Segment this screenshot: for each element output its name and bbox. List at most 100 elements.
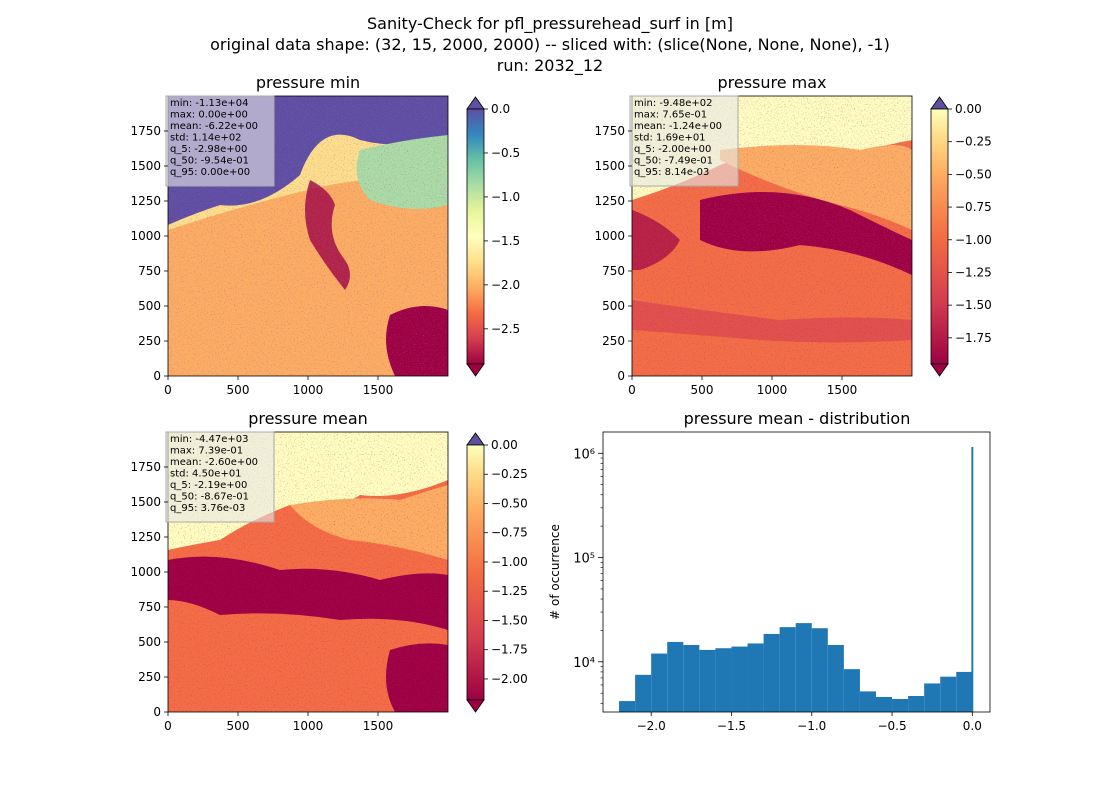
colorbar-tick-label: −1.50	[955, 298, 992, 312]
histogram-bar	[811, 628, 828, 712]
y-tick-label: 750	[602, 264, 625, 278]
x-axis-min: 0 500 1000 1500	[164, 376, 393, 397]
colorbar-tick-label: 0.00	[491, 438, 518, 452]
histogram-bar	[924, 683, 941, 712]
histogram-bar	[956, 671, 973, 712]
y-tick-label: 500	[138, 635, 161, 649]
histogram-x-tick-label: −1.0	[797, 719, 826, 733]
histogram-x-tick-label: −2.0	[637, 719, 666, 733]
stat-line: max: 0.00e+00	[170, 110, 248, 121]
colorbar-max: 0.00 −0.25 −0.50 −0.75 −1.00 −1.25 −1.50 −1.75	[930, 96, 992, 377]
histogram-bar	[892, 698, 909, 712]
stat-line: mean: -2.60e+00	[170, 457, 258, 468]
y-tick-label: 1250	[130, 194, 161, 208]
y-tick-label: 500	[602, 299, 625, 313]
figure-title-line-2: original data shape: (32, 15, 2000, 2000…	[210, 35, 890, 54]
x-tick-label: 1500	[827, 383, 858, 397]
panel-distribution: pressure mean - distribution −2.0 −1.5 −1.…	[548, 409, 991, 733]
colorbar-tick-label: −0.25	[491, 467, 528, 481]
x-tick-label: 1000	[293, 383, 324, 397]
histogram-title: pressure mean - distribution	[684, 409, 911, 428]
y-tick-label: 1250	[130, 530, 161, 544]
histogram-bar	[619, 701, 636, 712]
histogram-bar	[715, 648, 732, 712]
histogram-bar	[651, 653, 668, 712]
histogram-bar	[971, 446, 974, 712]
stat-line: mean: -6.22e+00	[170, 121, 258, 132]
histogram-bar	[763, 633, 780, 712]
histogram-bar	[859, 691, 876, 712]
histogram-y-tick-label: 10⁴	[573, 656, 595, 671]
histogram-bar	[683, 644, 700, 712]
histogram-bar	[875, 696, 893, 712]
histogram-bar	[827, 644, 844, 712]
histogram-bars	[619, 446, 974, 712]
x-tick-label: 500	[691, 383, 714, 397]
y-tick-label: 500	[138, 299, 161, 313]
y-tick-label: 750	[138, 264, 161, 278]
y-tick-label: 1500	[594, 159, 625, 173]
y-tick-label: 0	[617, 369, 625, 383]
y-axis-max: 0 250 500 750 1000 1250 1500 1750	[594, 124, 632, 383]
x-tick-label: 1000	[757, 383, 788, 397]
stat-line: q_50: -8.67e-01	[170, 492, 249, 503]
histogram-y-tick-label: 10⁵	[573, 552, 595, 567]
colorbar-ticks-max: 0.00 −0.25 −0.50 −0.75 −1.00 −1.25 −1.50 −1.75	[948, 102, 992, 345]
histogram-bar	[667, 641, 684, 712]
figure-title-line-3: run: 2032_12	[496, 56, 604, 75]
y-tick-label: 1000	[130, 229, 161, 243]
colorbar-tick-label: −1.5	[491, 234, 520, 248]
colorbar-tick-label: −2.0	[491, 278, 520, 292]
histogram-y-tick-label: 10⁶	[573, 447, 595, 462]
colorbar-tick-label: −2.00	[491, 672, 528, 686]
stat-line: q_50: -7.49e-01	[634, 156, 713, 167]
colorbar-tick-label: −1.00	[491, 555, 528, 569]
y-tick-label: 250	[138, 334, 161, 348]
x-tick-label: 1500	[363, 719, 394, 733]
stat-line: q_95: 3.76e-03	[170, 503, 245, 514]
stat-line: q_95: 0.00e+00	[170, 167, 250, 178]
figure-title-line-1: Sanity-Check for pfl_pressurehead_surf i…	[367, 14, 733, 33]
colorbar-tick-label: −1.0	[491, 190, 520, 204]
x-tick-label: 0	[628, 383, 636, 397]
y-tick-label: 250	[602, 334, 625, 348]
stat-line: q_5: -2.00e+00	[634, 144, 711, 155]
stat-line: mean: -1.24e+00	[634, 121, 722, 132]
histogram-bar	[908, 695, 925, 712]
colorbar-tick-label: −0.25	[955, 135, 992, 149]
histogram-x-axis: −2.0 −1.5 −1.0 −0.5 0.0	[637, 712, 982, 733]
histogram-bar	[843, 669, 860, 712]
y-tick-label: 1250	[594, 194, 625, 208]
y-tick-label: 0	[153, 369, 161, 383]
y-tick-label: 1750	[130, 460, 161, 474]
x-tick-label: 500	[227, 719, 250, 733]
stat-line: q_50: -9.54e-01	[170, 156, 249, 167]
stat-line: min: -4.47e+03	[170, 434, 249, 445]
stat-line: q_5: -2.19e+00	[170, 480, 247, 491]
y-axis-mean: 0 250 500 750 1000 1250 1500 1750	[130, 460, 168, 719]
panel-title-min: pressure min	[256, 73, 360, 92]
colorbar-tick-label: −1.75	[955, 331, 992, 345]
histogram-y-label: # of occurrence	[548, 524, 562, 620]
colorbar-tick-label: −1.75	[491, 643, 528, 657]
x-tick-label: 1500	[363, 383, 394, 397]
stat-line: std: 1.14e+02	[170, 133, 242, 144]
colorbar-tick-label: 0.00	[955, 102, 982, 116]
stat-line: max: 7.39e-01	[170, 446, 243, 457]
histogram-bar	[747, 643, 764, 712]
x-axis-max: 0 500 1000 1500	[628, 376, 857, 397]
stat-line: min: -9.48e+02	[634, 98, 713, 109]
colorbar-tick-label: −1.25	[491, 584, 528, 598]
histogram-bar	[779, 627, 796, 712]
stat-line: q_5: -2.98e+00	[170, 144, 247, 155]
y-tick-label: 0	[153, 705, 161, 719]
colorbar-tick-label: −2.5	[491, 322, 520, 336]
y-tick-label: 1000	[594, 229, 625, 243]
